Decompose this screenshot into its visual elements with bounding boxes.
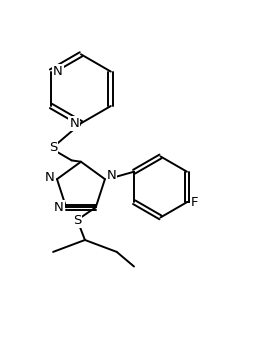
Text: N: N [45, 171, 54, 184]
Text: S: S [73, 214, 81, 226]
Text: F: F [191, 196, 199, 209]
Text: N: N [53, 65, 63, 78]
Text: N: N [69, 117, 79, 130]
Text: S: S [49, 141, 57, 154]
Text: N: N [54, 201, 64, 214]
Text: N: N [107, 169, 116, 182]
